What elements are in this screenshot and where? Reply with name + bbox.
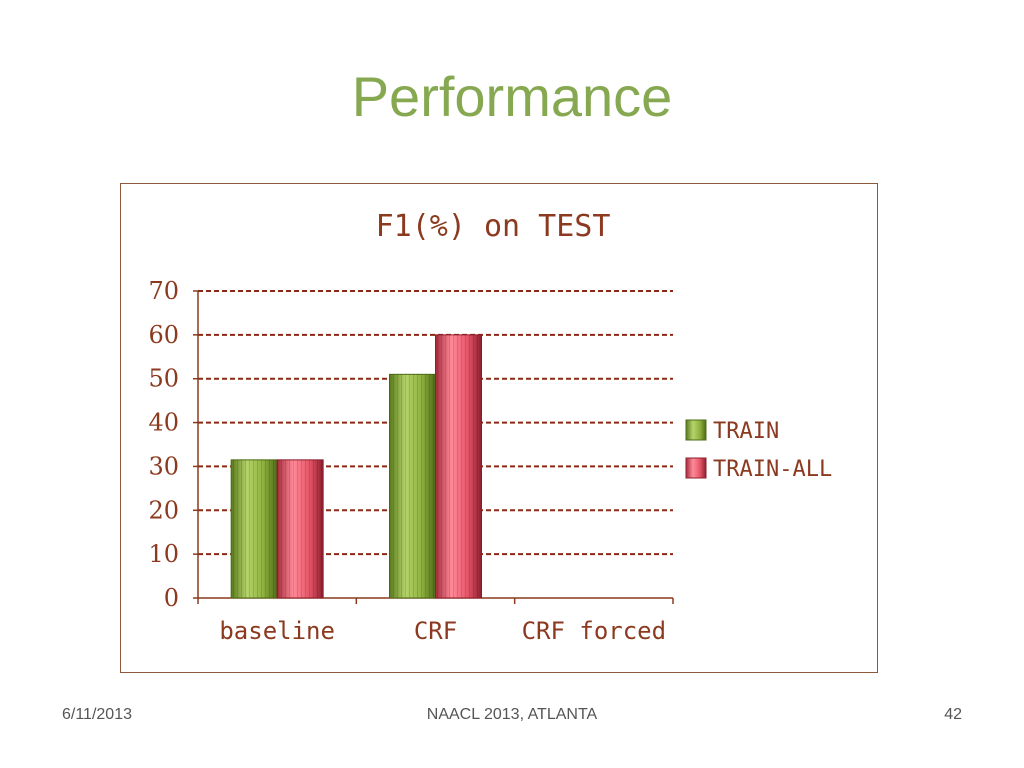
bar-texture (435, 334, 482, 598)
slide-title: Performance (351, 65, 673, 128)
legend-swatch-train (685, 419, 707, 441)
chart-frame: F1(%) on TEST 0 10 20 30 40 50 60 70 baseline CRF… (120, 183, 878, 673)
x-tick-label: CRF forced (522, 617, 667, 645)
chart-title: F1(%) on TEST (376, 209, 611, 244)
footer-date: 6/11/2013 (62, 706, 132, 723)
y-tick-label: 20 (148, 496, 179, 524)
legend-swatch-train-all (685, 457, 707, 479)
page-number: 42 (944, 706, 962, 723)
y-tick-label: 40 (148, 409, 179, 437)
bar-chart: F1(%) on TEST 0 10 20 30 40 50 60 70 baseline CRF… (148, 209, 832, 645)
bar-texture (277, 459, 324, 598)
legend-label: TRAIN-ALL (713, 457, 832, 482)
y-tick-label: 50 (148, 365, 179, 393)
bar-texture (389, 374, 436, 598)
y-tick-label: 30 (148, 452, 179, 480)
bar-texture (231, 459, 278, 598)
y-tick-label: 60 (148, 321, 179, 349)
x-tick-label: CRF (414, 617, 457, 645)
y-tick-label: 0 (164, 584, 179, 612)
footer-conference: NAACL 2013, ATLANTA (426, 706, 598, 723)
y-tick-label: 70 (148, 277, 179, 305)
y-tick-label: 10 (148, 540, 179, 568)
x-tick-label: baseline (219, 617, 335, 645)
legend-label: TRAIN (713, 419, 779, 444)
